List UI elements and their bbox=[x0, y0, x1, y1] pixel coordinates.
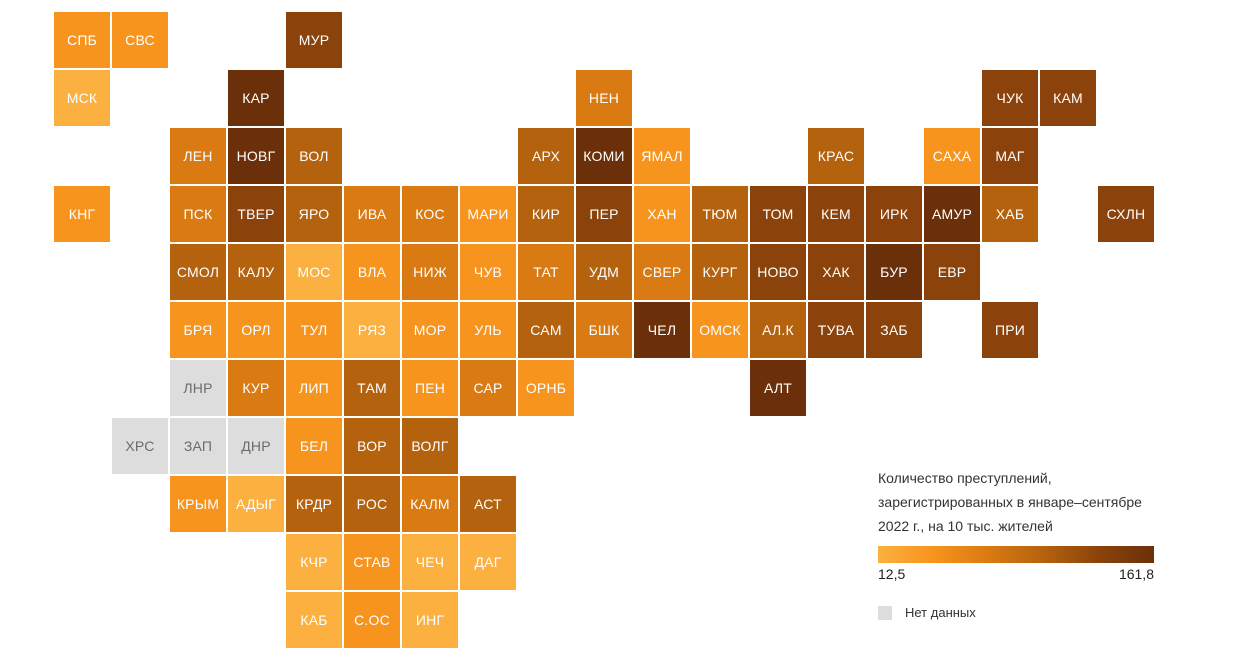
region-tile: АСТ bbox=[460, 476, 516, 532]
nodata-swatch bbox=[878, 605, 892, 620]
region-tile: КАЛУ bbox=[228, 244, 284, 300]
region-tile: КАР bbox=[228, 70, 284, 126]
region-tile: ПЕР bbox=[576, 186, 632, 242]
region-tile: НИЖ bbox=[402, 244, 458, 300]
region-tile: ХАК bbox=[808, 244, 864, 300]
region-tile: ЗАБ bbox=[866, 302, 922, 358]
region-tile: КОС bbox=[402, 186, 458, 242]
region-tile: БШК bbox=[576, 302, 632, 358]
region-tile: ОРНБ bbox=[518, 360, 574, 416]
region-tile: УДМ bbox=[576, 244, 632, 300]
region-tile: ИВА bbox=[344, 186, 400, 242]
nodata-label: Нет данных bbox=[905, 605, 976, 620]
region-tile: ЛНР bbox=[170, 360, 226, 416]
region-tile: ЗАП bbox=[170, 418, 226, 474]
region-tile: КУР bbox=[228, 360, 284, 416]
region-tile: КИР bbox=[518, 186, 574, 242]
region-tile: АЛТ bbox=[750, 360, 806, 416]
region-tile: ЧУК bbox=[982, 70, 1038, 126]
legend-min-label: 12,5 bbox=[878, 566, 906, 582]
region-tile: МУР bbox=[286, 12, 342, 68]
legend-ticks: 12,5 161,8 bbox=[878, 566, 1154, 584]
region-tile: ХАН bbox=[634, 186, 690, 242]
region-tile: ТОМ bbox=[750, 186, 806, 242]
region-tile: ПРИ bbox=[982, 302, 1038, 358]
region-tile: КАМ bbox=[1040, 70, 1096, 126]
region-tile: КУРГ bbox=[692, 244, 748, 300]
region-tile: СТАВ bbox=[344, 534, 400, 590]
region-tile: КАБ bbox=[286, 592, 342, 648]
region-tile: НОВГ bbox=[228, 128, 284, 184]
region-tile: ВОЛ bbox=[286, 128, 342, 184]
region-tile: КОМИ bbox=[576, 128, 632, 184]
legend: Количество преступлений, зарегистрирован… bbox=[878, 466, 1154, 584]
region-tile: ВЛА bbox=[344, 244, 400, 300]
region-tile: КНГ bbox=[54, 186, 110, 242]
region-tile: НОВО bbox=[750, 244, 806, 300]
legend-max-label: 161,8 bbox=[1118, 566, 1154, 582]
region-tile: ОМСК bbox=[692, 302, 748, 358]
region-tile: МАРИ bbox=[460, 186, 516, 242]
region-tile: ЛИП bbox=[286, 360, 342, 416]
region-tile: СХЛН bbox=[1098, 186, 1154, 242]
region-tile: МАГ bbox=[982, 128, 1038, 184]
region-tile: САР bbox=[460, 360, 516, 416]
region-tile: ТАТ bbox=[518, 244, 574, 300]
region-tile: РЯЗ bbox=[344, 302, 400, 358]
region-tile: С.ОС bbox=[344, 592, 400, 648]
region-tile: ЛЕН bbox=[170, 128, 226, 184]
region-tile: ЧЕЛ bbox=[634, 302, 690, 358]
region-tile: ПЕН bbox=[402, 360, 458, 416]
legend-color-bar bbox=[878, 546, 1154, 563]
region-tile: ПСК bbox=[170, 186, 226, 242]
region-tile: ВОЛГ bbox=[402, 418, 458, 474]
region-tile: ЯМАЛ bbox=[634, 128, 690, 184]
region-tile: ДАГ bbox=[460, 534, 516, 590]
region-tile: ОРЛ bbox=[228, 302, 284, 358]
region-tile: САМ bbox=[518, 302, 574, 358]
region-tile: СВС bbox=[112, 12, 168, 68]
region-tile: ИНГ bbox=[402, 592, 458, 648]
region-tile: КРАС bbox=[808, 128, 864, 184]
region-tile: ТУВА bbox=[808, 302, 864, 358]
region-tile: КЧР bbox=[286, 534, 342, 590]
region-tile: АЛ.К bbox=[750, 302, 806, 358]
region-tile: МОР bbox=[402, 302, 458, 358]
region-tile: ТУЛ bbox=[286, 302, 342, 358]
region-tile: ВОР bbox=[344, 418, 400, 474]
region-tile: ХАБ bbox=[982, 186, 1038, 242]
region-tile: СМОЛ bbox=[170, 244, 226, 300]
region-tile: КАЛМ bbox=[402, 476, 458, 532]
region-tile: БЕЛ bbox=[286, 418, 342, 474]
region-tile: СВЕР bbox=[634, 244, 690, 300]
region-tile: ЧЕЧ bbox=[402, 534, 458, 590]
region-tile: ТАМ bbox=[344, 360, 400, 416]
region-tile: НЕН bbox=[576, 70, 632, 126]
region-tile: КРДР bbox=[286, 476, 342, 532]
region-tile: АРХ bbox=[518, 128, 574, 184]
region-tile: САХА bbox=[924, 128, 980, 184]
region-tile: СПБ bbox=[54, 12, 110, 68]
region-tile: КЕМ bbox=[808, 186, 864, 242]
region-tile: МСК bbox=[54, 70, 110, 126]
region-tile: ЧУВ bbox=[460, 244, 516, 300]
region-tile: БРЯ bbox=[170, 302, 226, 358]
legend-title: Количество преступлений, зарегистрирован… bbox=[878, 470, 1142, 534]
legend-nodata: Нет данных bbox=[878, 605, 976, 620]
region-tile: РОС bbox=[344, 476, 400, 532]
region-tile: ТВЕР bbox=[228, 186, 284, 242]
region-tile: МОС bbox=[286, 244, 342, 300]
region-tile: АМУР bbox=[924, 186, 980, 242]
region-tile: УЛЬ bbox=[460, 302, 516, 358]
region-tile: ИРК bbox=[866, 186, 922, 242]
region-tile: ДНР bbox=[228, 418, 284, 474]
region-tile: ТЮМ bbox=[692, 186, 748, 242]
region-tile: ЕВР bbox=[924, 244, 980, 300]
region-tile: ЯРО bbox=[286, 186, 342, 242]
region-tile: БУР bbox=[866, 244, 922, 300]
region-tile: АДЫГ bbox=[228, 476, 284, 532]
region-tile: КРЫМ bbox=[170, 476, 226, 532]
region-tile: ХРС bbox=[112, 418, 168, 474]
